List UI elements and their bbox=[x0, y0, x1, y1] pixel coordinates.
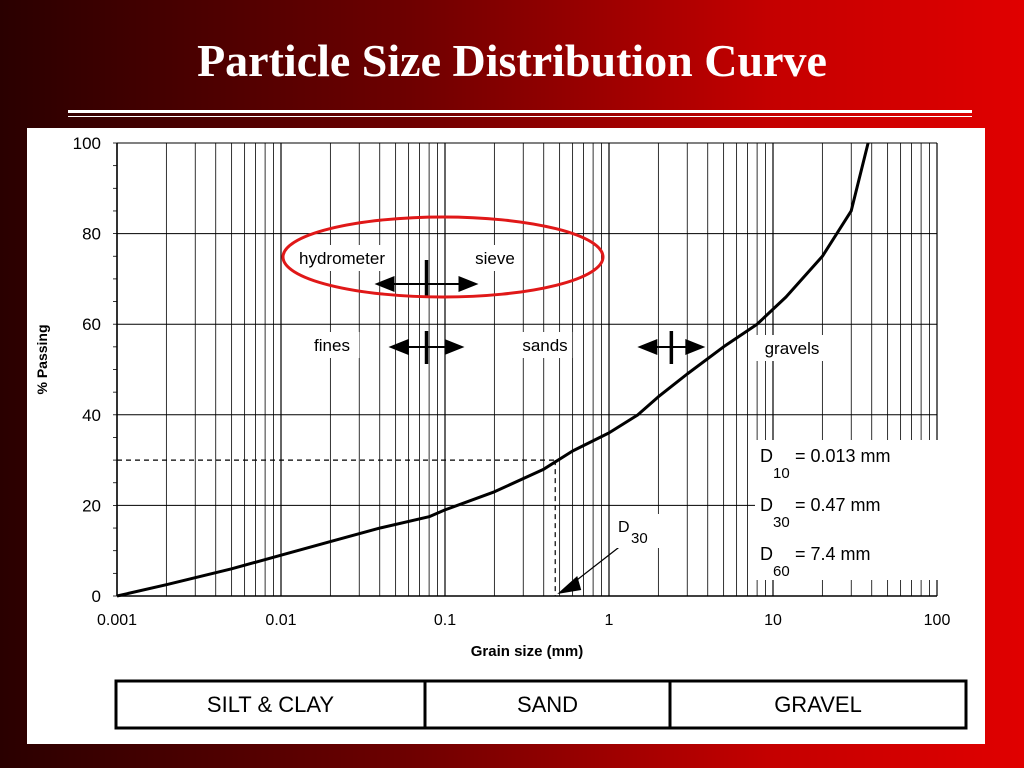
curve-layer bbox=[116, 142, 870, 598]
sands-label-background bbox=[517, 332, 573, 358]
sands-gravels-arrow-left-head bbox=[637, 339, 658, 355]
hydrometer-label-background bbox=[291, 245, 393, 271]
y-tick-label: 60 bbox=[82, 315, 101, 334]
sieve-label: sieve bbox=[475, 249, 515, 268]
d-value-symbol: D bbox=[760, 495, 773, 515]
axes bbox=[113, 142, 937, 597]
classification-label: SILT & CLAY bbox=[207, 692, 334, 717]
chart-panel: 0 20 40 60 80 100 0.001 0.01 0.1 1 10 100 Grain size… bbox=[27, 128, 985, 744]
d-value-subscript: 30 bbox=[773, 514, 790, 531]
classification-bar: SILT & CLAY SAND GRAVEL bbox=[114, 679, 968, 730]
d30-pointer-label: D bbox=[618, 519, 630, 536]
d30-pointer-arrowhead bbox=[557, 576, 582, 594]
hydrometer-sieve-arrow-left-head bbox=[374, 276, 395, 292]
d-value-symbol: D bbox=[760, 544, 773, 564]
x-tick-label: 0.01 bbox=[265, 612, 296, 629]
x-tick-label: 10 bbox=[764, 612, 782, 629]
d-value-subscript: 10 bbox=[773, 465, 790, 482]
d-value-text: = 7.4 mm bbox=[795, 544, 871, 564]
fines-label: fines bbox=[314, 336, 350, 355]
gravels-label: gravels bbox=[765, 339, 820, 358]
hydrometer-sieve-arrow-right-head bbox=[458, 276, 479, 292]
hydrometer-label: hydrometer bbox=[299, 249, 385, 268]
grading-curve bbox=[116, 142, 870, 598]
y-axis-label: % Passing bbox=[34, 324, 50, 394]
tick-labels: 0 20 40 60 80 100 0.001 0.01 0.1 1 10 100 Grain size… bbox=[34, 134, 950, 660]
d-value-text: = 0.013 mm bbox=[795, 446, 891, 466]
d-value-symbol: D bbox=[760, 446, 773, 466]
sands-gravels-arrow-right-head bbox=[685, 339, 706, 355]
x-tick-label: 0.1 bbox=[434, 612, 456, 629]
particle-size-chart: 0 20 40 60 80 100 0.001 0.01 0.1 1 10 100 Grain size… bbox=[34, 134, 968, 730]
d-values-background bbox=[755, 440, 945, 580]
gravels-label-background bbox=[755, 335, 829, 361]
d30-pointer-line bbox=[568, 540, 628, 587]
x-tick-label: 100 bbox=[924, 612, 951, 629]
slide-title: Particle Size Distribution Curve bbox=[197, 35, 827, 86]
y-tick-label: 20 bbox=[82, 496, 101, 515]
fines-sands-arrow-right-head bbox=[444, 339, 465, 355]
title-divider bbox=[68, 110, 972, 117]
classification-label: SAND bbox=[517, 692, 578, 717]
x-axis-label: Grain size (mm) bbox=[471, 643, 584, 660]
x-tick-label: 1 bbox=[605, 612, 614, 629]
y-tick-label: 0 bbox=[92, 587, 101, 606]
x-tick-label: 0.001 bbox=[97, 612, 137, 629]
d30-pointer-label-background bbox=[613, 514, 661, 548]
classification-frame bbox=[114, 679, 968, 730]
sands-label: sands bbox=[522, 336, 567, 355]
highlight-ellipse bbox=[281, 215, 605, 299]
d-value-text: = 0.47 mm bbox=[795, 495, 881, 515]
fines-label-background bbox=[304, 332, 360, 358]
y-tick-label: 80 bbox=[82, 225, 101, 244]
fines-sands-arrow-left-head bbox=[388, 339, 409, 355]
classification-label: GRAVEL bbox=[774, 692, 862, 717]
d30-pointer-subscript: 30 bbox=[631, 530, 648, 547]
y-tick-label: 40 bbox=[82, 406, 101, 425]
d-value-subscript: 60 bbox=[773, 563, 790, 580]
y-tick-label: 100 bbox=[73, 134, 101, 153]
sieve-label-background bbox=[467, 245, 523, 271]
